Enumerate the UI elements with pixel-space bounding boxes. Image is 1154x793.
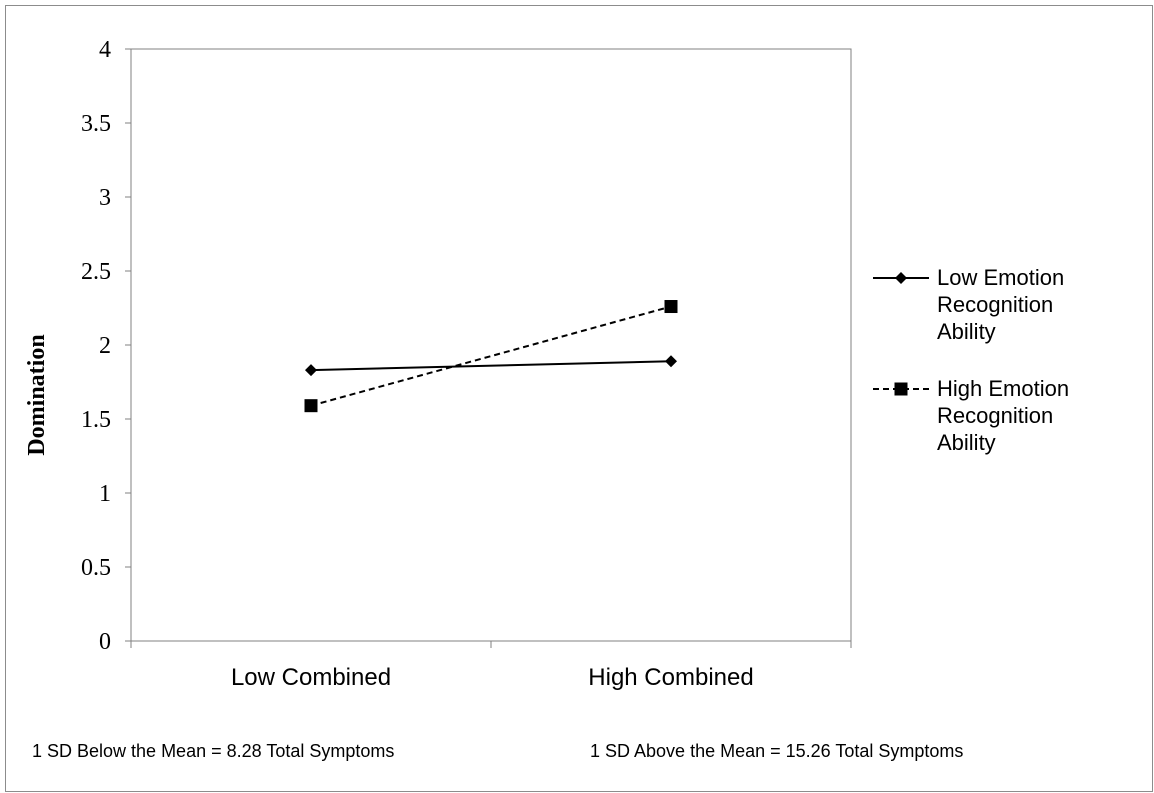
legend-label: Low Emotion — [937, 265, 1064, 290]
series-layer — [304, 300, 678, 413]
y-tick-label: 3 — [99, 185, 111, 211]
legend-marker — [894, 382, 908, 396]
y-tick-label: 0.5 — [81, 555, 111, 581]
y-tick-label: 2.5 — [81, 259, 111, 285]
series-line — [310, 360, 672, 372]
x-tick-label: Low Combined — [231, 664, 391, 691]
series-line — [310, 305, 672, 407]
x-tick-label: High Combined — [588, 664, 753, 691]
y-tick-label: 3.5 — [81, 111, 111, 137]
y-axis-title: Domination — [24, 334, 50, 455]
data-point — [305, 364, 317, 377]
axes: 0 0.5 1 1.5 2 2.5 3 3.5 4 Low Combined High Combin… — [81, 37, 852, 691]
plot-area — [130, 48, 852, 642]
legend-label: Recognition — [937, 403, 1053, 428]
data-point — [665, 355, 677, 368]
y-tick-label: 4 — [99, 37, 111, 63]
y-tick-label: 0 — [99, 629, 111, 655]
data-point — [304, 399, 318, 413]
y-tick-label: 1.5 — [81, 407, 111, 433]
legend-label: Ability — [937, 319, 996, 344]
y-tick-label: 2 — [99, 333, 111, 359]
note-above-mean: 1 SD Above the Mean = 15.26 Total Sympto… — [590, 741, 963, 761]
legend-marker — [895, 272, 907, 284]
legend-label: High Emotion — [937, 376, 1069, 401]
data-point — [664, 300, 678, 314]
chart-frame — [5, 5, 1153, 792]
legend-label: Ability — [937, 430, 996, 455]
y-tick-label: 1 — [99, 481, 111, 507]
series-1 — [305, 355, 677, 377]
series-2 — [304, 300, 678, 413]
note-below-mean: 1 SD Below the Mean = 8.28 Total Symptom… — [32, 741, 394, 761]
legend-label: Recognition — [937, 292, 1053, 317]
